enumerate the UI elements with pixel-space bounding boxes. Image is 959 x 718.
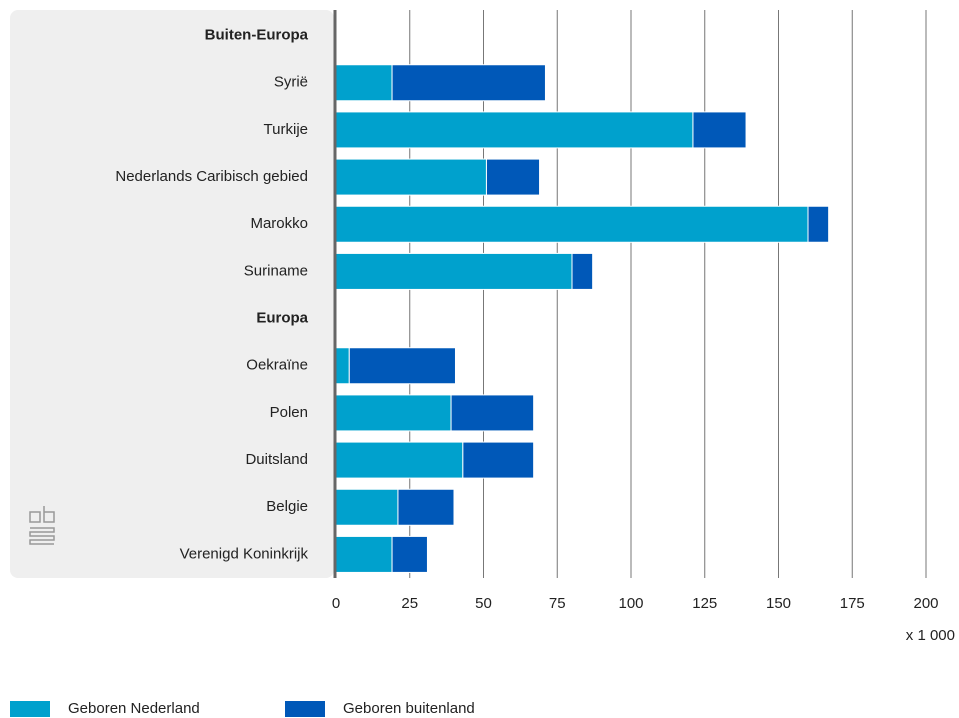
legend-label: Geboren Nederland [68,700,200,717]
x-tick-label: 75 [549,595,566,612]
bar [335,64,393,102]
bar [692,111,747,149]
bar [335,347,350,385]
bar [335,535,393,573]
bar [335,205,809,243]
group-label: Buiten-Europa [205,27,309,44]
x-tick-label: 50 [475,595,492,612]
y-tick-label: Suriname [244,262,308,279]
bar [391,535,428,573]
x-tick-label: 125 [692,595,717,612]
y-tick-label: Oekraïne [246,357,308,374]
bar [348,347,456,385]
x-tick-label: 0 [332,595,340,612]
bar [485,158,541,196]
group-label: Europa [256,310,308,327]
bar [391,64,546,102]
bar [462,441,535,479]
y-tick-label: Nederlands Caribisch gebied [115,168,308,185]
bar [450,394,535,432]
bar [571,252,594,290]
bar [335,394,452,432]
bar [335,158,487,196]
x-tick-label: 100 [618,595,643,612]
x-tick-label: 150 [766,595,791,612]
y-tick-label: Verenigd Koninkrijk [180,545,309,562]
bar [807,205,830,243]
bar [335,252,573,290]
legend-swatch [285,701,325,717]
x-axis-label: x 1 000 [906,627,955,644]
x-tick-label: 25 [401,595,418,612]
y-tick-label: Syrië [274,74,308,91]
bar [335,441,464,479]
bar [335,488,399,526]
cbs-logo [29,506,55,545]
y-tick-label: Belgie [266,498,308,515]
legend-label: Geboren buitenland [343,700,475,717]
x-tick-label: 175 [840,595,865,612]
y-tick-label: Turkije [264,121,308,138]
y-tick-label: Polen [270,404,308,421]
legend-swatch [10,701,50,717]
label-panel [10,10,334,578]
x-tick-label: 200 [913,595,938,612]
bar [335,111,694,149]
y-tick-label: Duitsland [245,451,308,468]
y-tick-label: Marokko [250,215,308,232]
bar [397,488,455,526]
